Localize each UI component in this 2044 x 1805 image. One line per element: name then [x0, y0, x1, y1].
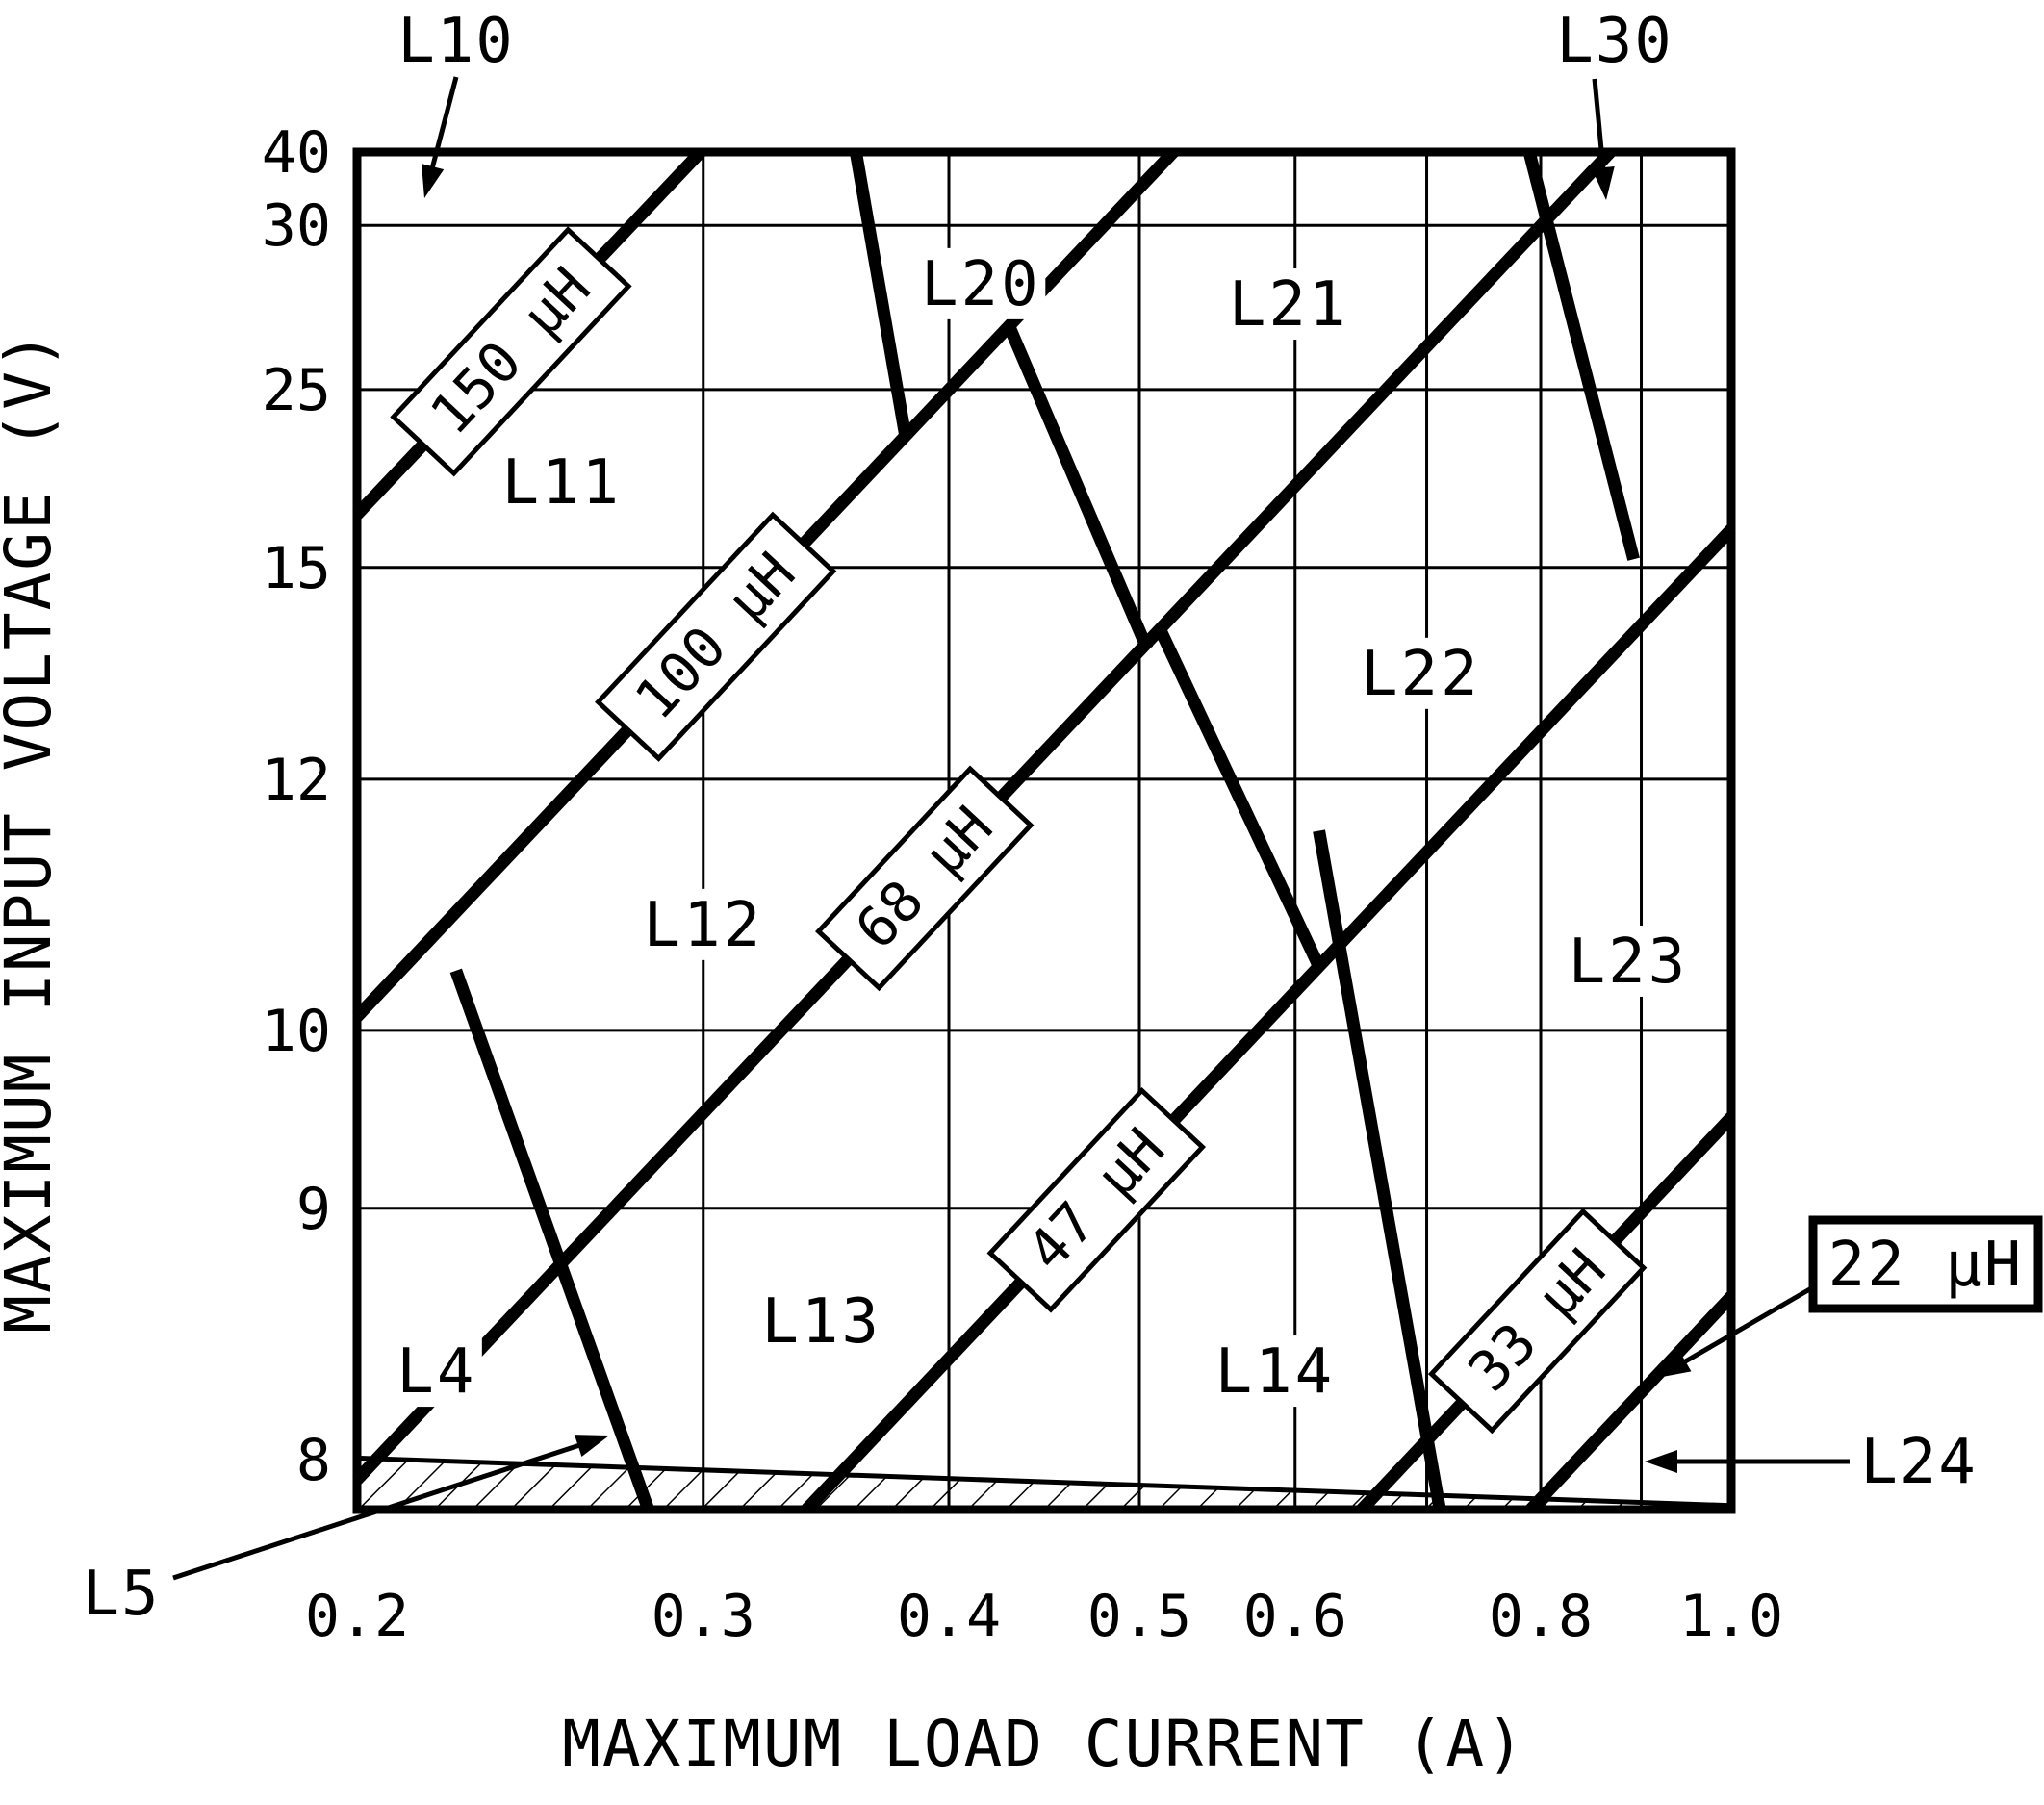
inductance-label-100uH: 100 µH: [595, 511, 837, 762]
x-axis-title: MAXIMUM LOAD CURRENT (A): [562, 1707, 1526, 1781]
region-label-bg-L22: [1356, 637, 1486, 709]
callout-label-22uH: 22 µH: [1828, 1230, 2024, 1301]
region-label-L23: L23: [1569, 927, 1689, 998]
callout-label-L30: L30: [1556, 6, 1674, 77]
callout-arrow-L30-line: [1592, 78, 1607, 181]
inductance-label-150uH: 150 µH: [390, 226, 632, 477]
inductance-label-box: [815, 765, 1035, 992]
y-tick-label-10: 10: [262, 998, 331, 1065]
x-tick-label-0.6: 0.6: [1243, 1583, 1347, 1650]
y-tick-label-25: 25: [262, 357, 331, 424]
x-tick-label-0.4: 0.4: [897, 1583, 1001, 1650]
boundary-line-4: [1155, 628, 1325, 970]
boundary-line-2: [849, 150, 912, 438]
y-tick-label-9: 9: [296, 1176, 331, 1243]
x-tick-label-0.3: 0.3: [652, 1583, 755, 1650]
y-axis-title: MAXIMUM INPUT VOLTAGE (V): [0, 329, 65, 1333]
inductance-label-33uH: 33 µH: [1427, 1208, 1648, 1435]
inductance-label-text: 150 µH: [418, 255, 603, 447]
callout-arrow-22uH-head: [1657, 1351, 1692, 1378]
region-labels: L4 L11 L12 L13 L14 L20 L21 L22 L23: [391, 247, 1693, 1408]
boundary-line-5: [1313, 829, 1446, 1512]
region-label-L12: L12: [644, 890, 764, 961]
inductance-line-47uH: [802, 524, 1736, 1514]
region-label-L4: L4: [396, 1336, 476, 1408]
boundary-line-1: [449, 968, 654, 1513]
y-tick-label-8: 8: [296, 1427, 331, 1494]
region-label-bg-L14: [1210, 1335, 1340, 1408]
x-tick-label-0.8: 0.8: [1489, 1583, 1593, 1650]
below-minimum-voltage-region: [356, 1455, 1732, 1510]
region-label-bg-L20: [916, 247, 1046, 319]
region-label-bg-L13: [756, 1284, 886, 1357]
inductance-label-box: [390, 226, 632, 477]
callout-arrow-L5-line: [172, 1438, 592, 1581]
callout-arrow-22uH-line: [1673, 1284, 1815, 1370]
region-label-L11: L11: [501, 447, 622, 519]
region-label-L14: L14: [1215, 1336, 1336, 1408]
callouts: L10 L30 22 µH L24 L5: [82, 6, 2043, 1630]
region-label-bg-L12: [638, 888, 768, 960]
minimum-input-voltage-line: [356, 1455, 1732, 1509]
region-label-L20: L20: [921, 249, 1041, 320]
callout-arrow-L5-head: [574, 1435, 609, 1457]
x-tick-label-0.2: 0.2: [305, 1583, 409, 1650]
region-label-L13: L13: [761, 1286, 881, 1358]
callout-label-L24: L24: [1860, 1427, 1978, 1498]
y-tick-label-15: 15: [262, 535, 331, 602]
y-tick-label-30: 30: [262, 192, 331, 260]
boundary-line-3: [1002, 321, 1154, 651]
callout-L24: L24: [1645, 1427, 1978, 1498]
callout-22uH: 22 µH: [1657, 1215, 2043, 1378]
x-tick-label-1.0: 1.0: [1679, 1583, 1783, 1650]
callout-label-L5: L5: [82, 1559, 160, 1630]
callout-box-22uH: [1808, 1215, 2043, 1313]
callout-arrow-L10-head: [422, 164, 445, 198]
region-label-bg-L23: [1563, 925, 1693, 997]
callout-L30: L30: [1556, 6, 1674, 200]
callout-arrow-L10-line: [426, 76, 459, 180]
callout-L10: L10: [397, 6, 515, 198]
inductance-label-box: [986, 1086, 1207, 1313]
plot-border: [352, 147, 1736, 1514]
inductance-label-47uH: 47 µH: [986, 1086, 1207, 1313]
y-tick-label-12: 12: [262, 747, 331, 814]
region-label-bg-L21: [1224, 268, 1354, 341]
inductance-label-68uH: 68 µH: [815, 765, 1035, 992]
region-label-L22: L22: [1361, 639, 1481, 710]
region-label-bg-L4: [391, 1335, 482, 1408]
callout-L5: L5: [82, 1435, 609, 1630]
callout-arrow-L24-head: [1645, 1450, 1677, 1473]
inductance-label-box: [595, 511, 837, 762]
callout-label-L10: L10: [397, 6, 515, 77]
x-tick-label-0.5: 0.5: [1087, 1583, 1191, 1650]
y-tick-label-40: 40: [262, 119, 331, 187]
callout-arrow-L30-head: [1591, 166, 1615, 200]
inductance-line-22uH: [1525, 1292, 1736, 1514]
region-label-L21: L21: [1229, 269, 1349, 341]
region-label-bg-L11: [497, 445, 626, 518]
inductance-label-box: [1427, 1208, 1648, 1435]
